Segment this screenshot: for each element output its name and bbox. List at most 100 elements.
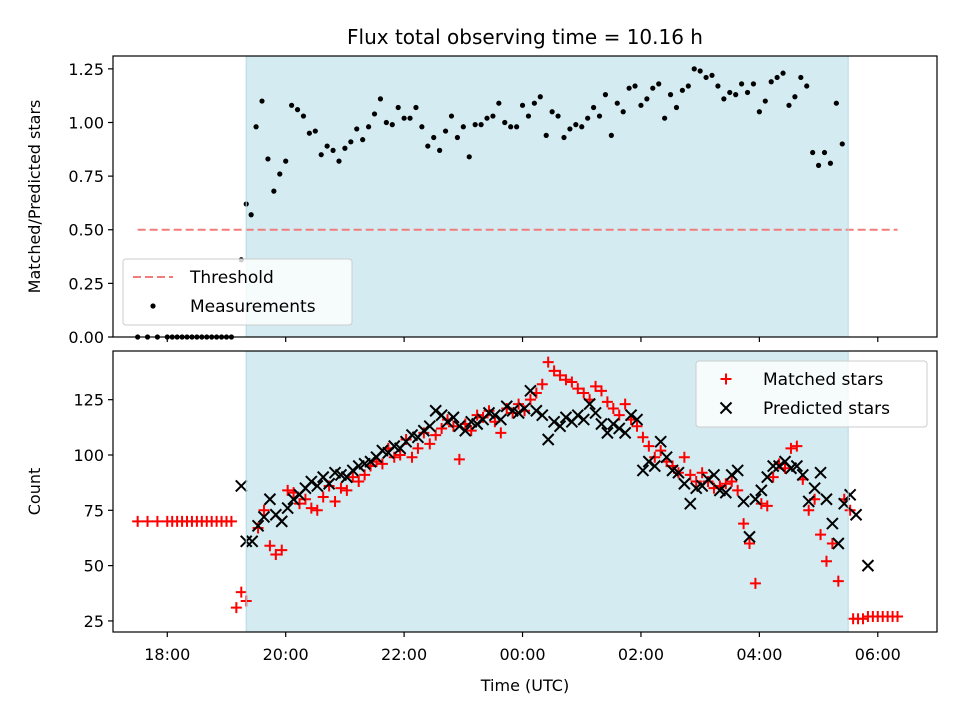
predicted-star-point <box>305 475 318 488</box>
measurement-point <box>348 139 354 145</box>
measurement-point <box>579 124 585 130</box>
matched-star-point <box>892 611 904 623</box>
predicted-star-point <box>441 415 454 429</box>
measurement-point <box>833 100 839 106</box>
measurement-point <box>514 124 520 130</box>
measurement-point <box>703 74 709 81</box>
matched-star-point <box>590 380 602 392</box>
y-tick-label: 0.00 <box>68 328 104 347</box>
matched-star-point <box>548 365 560 377</box>
measurement-point <box>312 128 318 134</box>
matched-star-point <box>566 376 578 388</box>
predicted-star-point <box>843 488 857 502</box>
matched-star-point <box>483 405 495 417</box>
bottom-plot-frame <box>112 350 938 633</box>
matched-star-point <box>755 498 767 510</box>
chart-title: Flux total observing time = 10.16 h <box>347 25 703 49</box>
measurement-point <box>431 134 437 141</box>
predicted-star-point <box>429 404 442 417</box>
y-tick-label: 1.25 <box>68 60 104 79</box>
y-tick-label: 0.75 <box>68 167 104 186</box>
measurement-point <box>330 147 336 153</box>
predicted-star-point <box>257 510 271 524</box>
measurement-point <box>289 102 295 108</box>
measurement-point <box>721 96 727 102</box>
measurement-point <box>739 81 745 87</box>
matched-star-point <box>453 453 465 465</box>
measurement-point <box>804 83 810 89</box>
matched-star-point <box>785 442 797 454</box>
measurement-point <box>744 89 751 96</box>
measurement-point <box>585 115 591 121</box>
matched-star-point <box>412 442 424 454</box>
matched-star-point <box>720 478 732 490</box>
predicted-star-point <box>808 481 821 495</box>
predicted-star-point <box>660 450 673 464</box>
matched-star-point <box>696 467 708 479</box>
predicted-star-point <box>618 426 632 440</box>
measurement-point <box>573 122 579 128</box>
measurement-point <box>466 154 472 160</box>
measurement-point <box>365 124 372 130</box>
predicted-star-point <box>577 413 590 426</box>
predicted-star-point <box>820 493 833 506</box>
predicted-star-point <box>719 486 733 499</box>
measurement-point <box>656 81 662 87</box>
predicted-star-point <box>530 404 543 417</box>
predicted-stars-points <box>235 384 875 572</box>
predicted-star-point <box>731 464 744 477</box>
measurement-point <box>413 104 419 111</box>
matched-stars-legend-label: Matched stars <box>763 370 883 390</box>
predicted-star-point <box>607 417 620 431</box>
x-tick-label: 20:00 <box>263 645 309 664</box>
y-tick-label: 0.50 <box>68 221 104 240</box>
measurement-point <box>425 143 431 149</box>
matched-star-point <box>230 602 242 614</box>
measurement-point <box>460 124 466 130</box>
matched-star-point <box>323 480 335 492</box>
matched-star-point <box>820 555 832 567</box>
measurement-point <box>360 137 366 143</box>
measurement-point <box>490 113 496 119</box>
predicted-star-point <box>500 400 513 413</box>
predicted-star-point <box>547 415 561 429</box>
predicted-star-point <box>861 559 875 572</box>
measurement-point <box>318 152 324 158</box>
measurement-point <box>419 124 425 130</box>
matched-star-point <box>495 427 507 439</box>
measurement-point <box>401 115 407 121</box>
measurement-point <box>774 74 780 81</box>
matched-star-point <box>329 495 341 507</box>
matched-star-point <box>477 411 489 423</box>
matched-star-point <box>643 440 655 452</box>
top-y-ticks: 0.00 0.25 0.50 0.75 1.00 1.25 <box>68 60 113 347</box>
matched-star-point <box>613 409 625 421</box>
y-tick-label: 1.00 <box>68 113 104 132</box>
measurement-point <box>502 119 508 126</box>
predicted-star-point <box>796 468 809 482</box>
matched-star-point <box>826 537 838 549</box>
top-plot-frame <box>112 55 938 338</box>
matched-star-point <box>465 425 477 437</box>
matched-star-point <box>857 613 869 625</box>
predicted-star-point <box>447 411 460 424</box>
measurement-point <box>792 94 798 100</box>
predicted-star-point <box>725 468 738 482</box>
matched-star-point <box>264 540 276 552</box>
measurement-point <box>508 124 514 130</box>
predicted-star-point <box>755 484 768 497</box>
threshold-legend-label: Threshold <box>189 268 274 288</box>
matched-star-point <box>595 385 607 397</box>
matched-star-point <box>359 469 371 481</box>
matched-star-point <box>803 504 815 516</box>
predicted-star-point <box>636 464 650 477</box>
predicted-star-point <box>743 530 756 544</box>
predicted-star-point <box>423 420 436 433</box>
predicted-star-point <box>802 495 815 508</box>
predicted-star-point <box>251 519 265 533</box>
y-tick-label: 25 <box>84 612 104 631</box>
matched-star-point <box>394 449 406 461</box>
bottom-y-axis-label: Count <box>25 468 44 516</box>
bottom-legend-box <box>695 360 928 428</box>
